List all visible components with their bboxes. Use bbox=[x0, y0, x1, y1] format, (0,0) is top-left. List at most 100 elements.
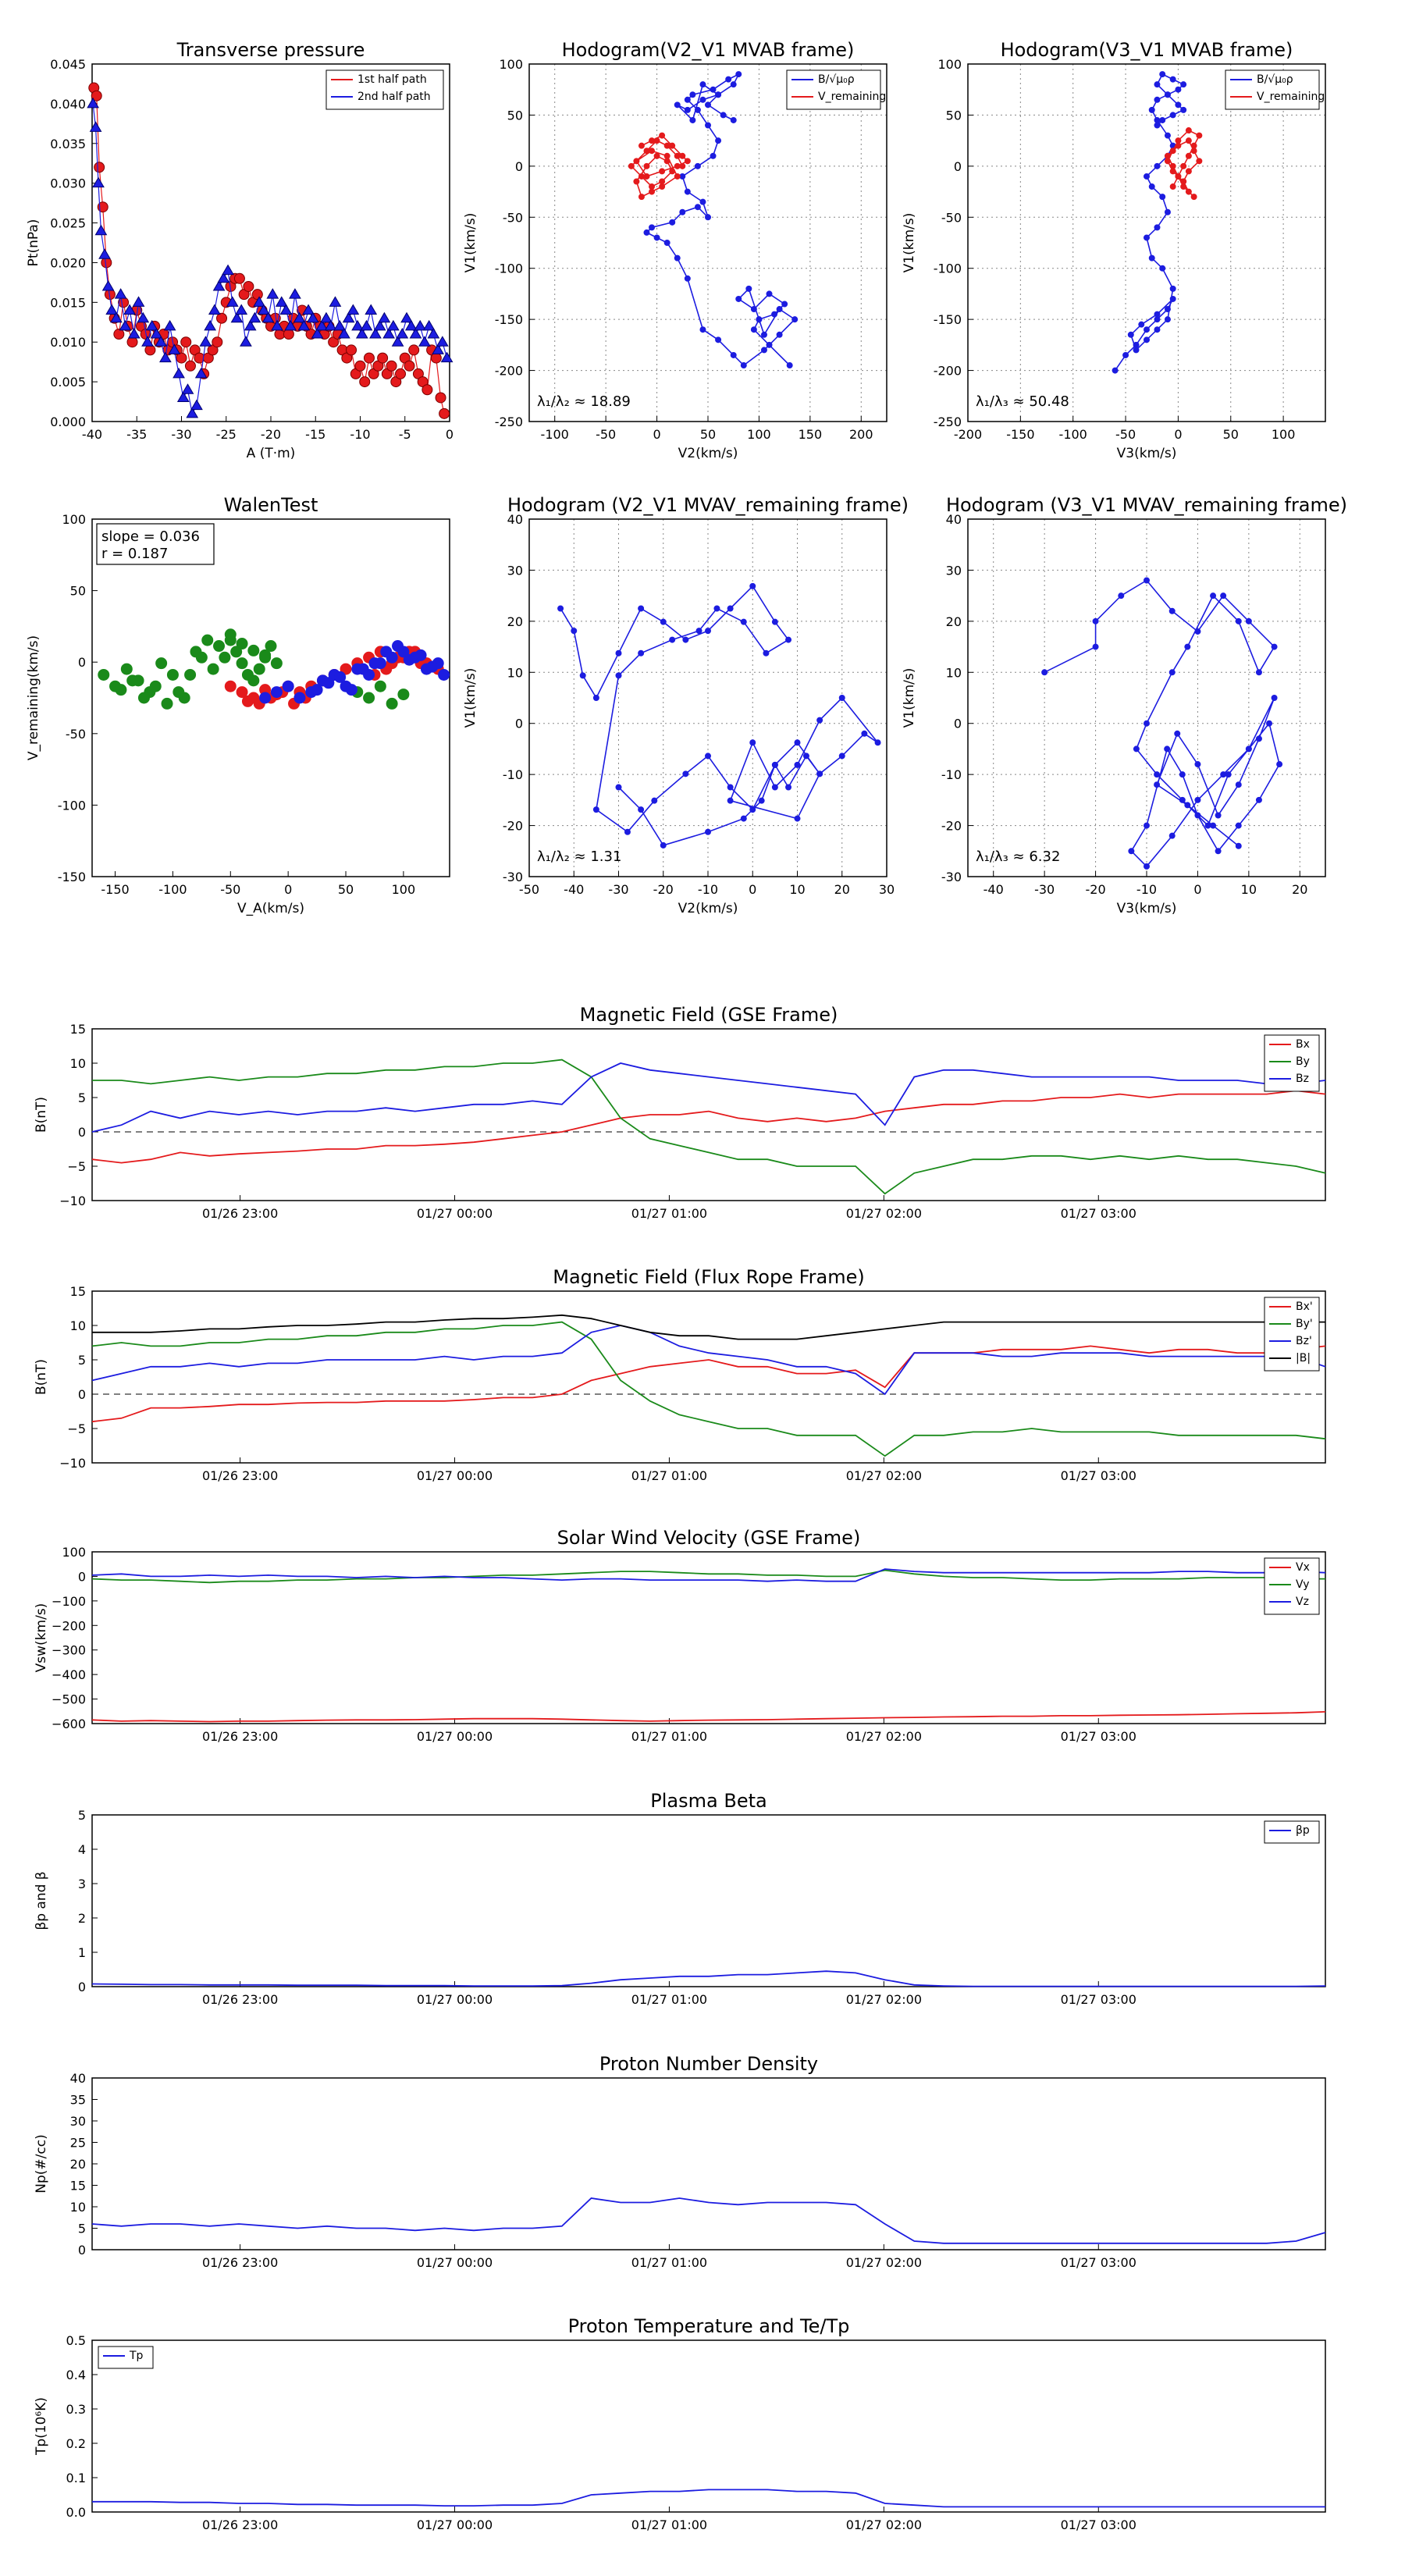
data-point bbox=[669, 636, 676, 643]
data-point bbox=[168, 343, 181, 354]
x-tick-label: 01/27 03:00 bbox=[1061, 1468, 1136, 1483]
data-point bbox=[391, 336, 404, 347]
series-line bbox=[1114, 73, 1185, 372]
data-point bbox=[643, 162, 650, 169]
x-tick-label: 01/27 02:00 bbox=[846, 1992, 922, 2007]
data-point bbox=[1180, 178, 1187, 185]
data-point bbox=[1185, 188, 1192, 195]
y-tick-label: 100 bbox=[62, 512, 86, 527]
data-point bbox=[1194, 796, 1201, 803]
data-point bbox=[669, 168, 676, 175]
data-point bbox=[1180, 183, 1187, 190]
data-point bbox=[1185, 152, 1192, 159]
data-point bbox=[592, 695, 599, 701]
data-point bbox=[794, 739, 801, 746]
data-point bbox=[776, 331, 783, 338]
data-point bbox=[322, 677, 335, 689]
data-point bbox=[230, 646, 243, 658]
x-tick-label: -150 bbox=[101, 882, 129, 897]
data-point bbox=[354, 360, 366, 372]
data-point bbox=[173, 367, 185, 379]
x-tick-label: 01/27 02:00 bbox=[846, 2255, 922, 2270]
data-point bbox=[340, 663, 352, 675]
data-point bbox=[1190, 142, 1197, 149]
data-point bbox=[689, 116, 696, 123]
y-tick-label: -10 bbox=[503, 767, 523, 782]
data-point bbox=[392, 640, 404, 653]
data-point bbox=[293, 692, 306, 704]
data-point bbox=[240, 336, 252, 347]
data-point bbox=[633, 158, 640, 165]
legend-entry: V_remaining bbox=[818, 91, 886, 103]
data-point bbox=[253, 663, 265, 675]
data-point bbox=[727, 605, 734, 612]
data-point bbox=[230, 311, 244, 323]
series-line bbox=[92, 1059, 1326, 1195]
data-point bbox=[1180, 81, 1187, 88]
data-point bbox=[699, 96, 706, 103]
data-point bbox=[781, 301, 788, 308]
data-point bbox=[643, 173, 650, 180]
data-point bbox=[659, 183, 666, 190]
y-tick-label: 3 bbox=[78, 1877, 86, 1891]
data-point bbox=[705, 628, 711, 635]
data-point bbox=[663, 152, 670, 159]
data-point bbox=[259, 649, 272, 661]
data-point bbox=[101, 257, 112, 269]
data-point bbox=[653, 137, 660, 144]
x-tick-label: -100 bbox=[158, 882, 187, 897]
y-tick-label: 0 bbox=[78, 1569, 86, 1584]
data-point bbox=[386, 319, 400, 331]
series-line bbox=[560, 585, 879, 846]
data-point bbox=[1196, 132, 1203, 139]
data-point bbox=[624, 828, 631, 835]
data-point bbox=[1154, 326, 1161, 333]
data-point bbox=[253, 296, 265, 307]
data-point bbox=[1180, 162, 1187, 169]
data-point bbox=[776, 306, 783, 313]
y-tick-label: 50 bbox=[507, 108, 523, 123]
data-point bbox=[727, 784, 734, 791]
x-tick-label: 01/26 23:00 bbox=[202, 1206, 278, 1221]
data-point bbox=[204, 319, 217, 331]
data-point bbox=[1164, 316, 1171, 323]
y-tick-label: -150 bbox=[58, 870, 86, 884]
data-point bbox=[653, 152, 660, 159]
data-point bbox=[435, 392, 446, 404]
data-point bbox=[615, 649, 622, 656]
data-point bbox=[705, 753, 711, 760]
data-point bbox=[271, 319, 283, 331]
data-point bbox=[1185, 137, 1192, 144]
y-tick-label: 10 bbox=[70, 2200, 86, 2215]
data-point bbox=[98, 668, 110, 681]
plot-frame bbox=[91, 518, 450, 877]
y-tick-label: 30 bbox=[70, 2114, 86, 2129]
data-point bbox=[176, 391, 190, 402]
y-tick-label: -250 bbox=[495, 415, 523, 429]
data-point bbox=[184, 360, 196, 372]
legend-box bbox=[325, 69, 444, 110]
data-point bbox=[1112, 367, 1119, 374]
chart-title: WalenTest bbox=[224, 494, 318, 516]
data-point bbox=[1255, 669, 1262, 676]
data-point bbox=[1169, 295, 1176, 302]
data-point bbox=[694, 204, 701, 211]
x-tick-label: -30 bbox=[608, 882, 628, 897]
y-tick-label: −10 bbox=[59, 1456, 86, 1471]
data-point bbox=[382, 328, 396, 339]
x-tick-label: 10 bbox=[1241, 882, 1257, 897]
data-point bbox=[705, 101, 711, 109]
data-point bbox=[663, 240, 670, 246]
legend-entry: By bbox=[1296, 1055, 1310, 1068]
data-point bbox=[749, 582, 756, 589]
data-point bbox=[201, 634, 214, 646]
data-point bbox=[766, 290, 773, 297]
data-point bbox=[735, 295, 742, 302]
data-point bbox=[115, 684, 127, 696]
x-tick-label: 01/27 02:00 bbox=[846, 1206, 922, 1221]
y-tick-label: −600 bbox=[52, 1717, 86, 1731]
data-point bbox=[155, 657, 168, 670]
data-point bbox=[735, 71, 742, 78]
y-axis-label: Tp(10⁶K) bbox=[34, 2397, 49, 2456]
data-point bbox=[395, 368, 407, 379]
